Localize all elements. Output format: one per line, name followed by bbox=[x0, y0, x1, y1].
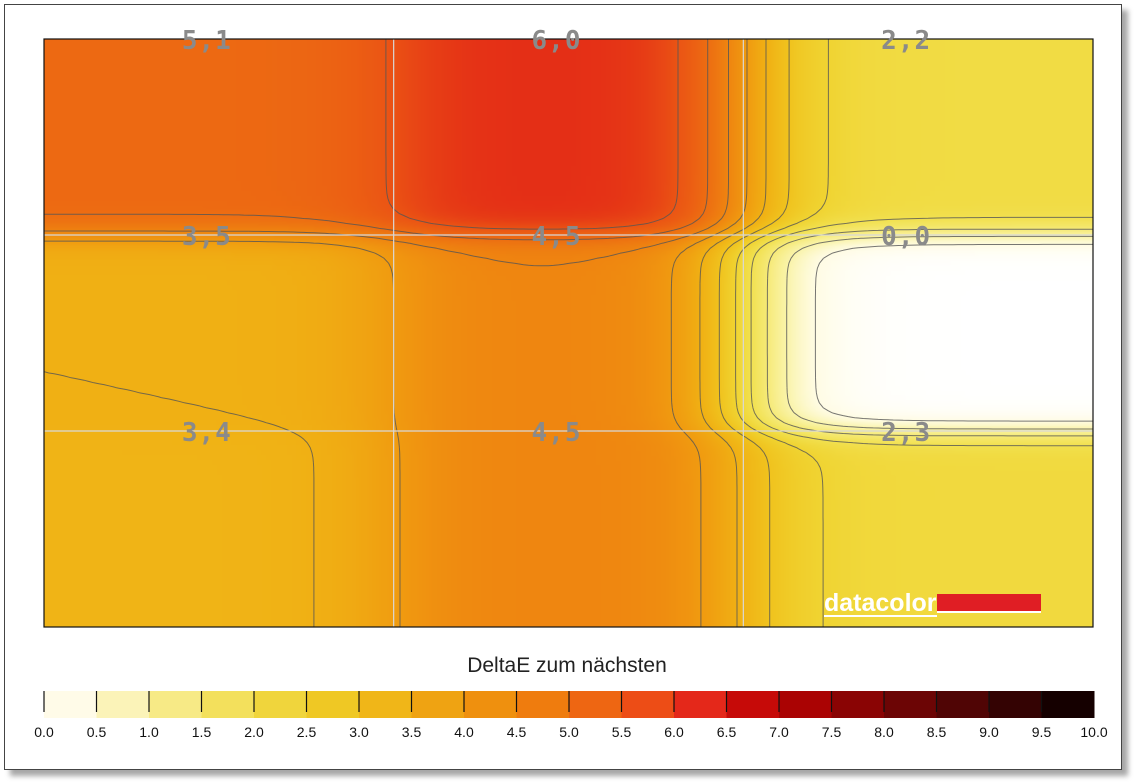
colorbar-tick-label: 3.5 bbox=[402, 724, 422, 740]
plot-border bbox=[43, 38, 1094, 628]
datacolor-logo: datacolor bbox=[824, 589, 1041, 617]
colorbar-segment bbox=[621, 691, 675, 718]
colorbar-tick-label: 8.5 bbox=[927, 724, 947, 740]
colorbar-segment bbox=[884, 691, 937, 718]
colorbar-tick-label: 2.5 bbox=[297, 724, 317, 740]
datacolor-logo-bar bbox=[936, 594, 1041, 613]
colorbar-tick-label: 2.0 bbox=[244, 724, 264, 740]
cell-value-label: 3,4 bbox=[182, 418, 232, 448]
cell-value-label: 0,0 bbox=[881, 222, 931, 252]
colorbar-segment bbox=[989, 691, 1042, 718]
colorbar-tick-label: 1.0 bbox=[139, 724, 159, 740]
colorbar-segment bbox=[149, 691, 202, 718]
colorbar-tick-label: 10.0 bbox=[1080, 724, 1107, 740]
heatmap-plot-area: 5,1 6,0 2,2 3,5 4,5 0,0 3,4 4,5 2,3 bbox=[43, 26, 1094, 628]
colorbar-tick-label: 1.5 bbox=[192, 724, 212, 740]
cell-value-label: 2,3 bbox=[881, 418, 931, 448]
contour-path bbox=[44, 39, 1093, 627]
colorbar-segment bbox=[254, 691, 307, 718]
colorbar-segment bbox=[201, 691, 255, 718]
datacolor-logo-text: datacolor bbox=[824, 589, 937, 617]
colorbar-segment bbox=[44, 691, 97, 718]
colorbar-tick-label: 0.0 bbox=[34, 724, 54, 740]
colorbar-segment bbox=[726, 691, 780, 718]
colorbar-segment bbox=[516, 691, 570, 718]
colorbar-tick-label: 6.5 bbox=[717, 724, 737, 740]
colorbar-tick-label: 6.0 bbox=[664, 724, 684, 740]
colorbar-segment bbox=[306, 691, 360, 718]
colorbar-segment bbox=[359, 691, 412, 718]
colorbar-tick-label: 5.0 bbox=[559, 724, 579, 740]
colorbar-tick-label: 7.0 bbox=[769, 724, 789, 740]
colorbar-tick-label: 4.0 bbox=[454, 724, 474, 740]
colorbar-tick-label: 3.0 bbox=[349, 724, 369, 740]
colorbar-tick-label: 9.5 bbox=[1032, 724, 1052, 740]
colorbar-tick-label: 4.5 bbox=[507, 724, 527, 740]
cell-value-label: 4,5 bbox=[532, 222, 582, 252]
colorbar-tick-label: 7.5 bbox=[822, 724, 842, 740]
colorbar-segment bbox=[411, 691, 465, 718]
colorbar-tick-label: 9.0 bbox=[979, 724, 999, 740]
cell-value-label: 5,1 bbox=[182, 26, 232, 56]
colorbar-title: DeltaE zum nächsten bbox=[467, 654, 667, 677]
colorbar-segment bbox=[936, 691, 990, 718]
colorbar-segment bbox=[464, 691, 517, 718]
cell-value-label: 2,2 bbox=[881, 26, 931, 56]
heatmap-raster bbox=[44, 39, 1093, 627]
colorbar-segment bbox=[779, 691, 832, 718]
colorbar-tick-label: 5.5 bbox=[612, 724, 632, 740]
contour-lines bbox=[44, 39, 1093, 627]
colorbar: 0.0 0.5 1.0 1.5 2.0 2.5 3.0 3.5 4.0 4.5 5.0 5.5 6.0 6… bbox=[34, 691, 1108, 740]
cell-value-label: 3,5 bbox=[182, 222, 232, 252]
cell-value-label: 6,0 bbox=[532, 26, 582, 56]
colorbar-segment bbox=[96, 691, 150, 718]
colorbar-segment bbox=[1041, 691, 1095, 718]
colorbar-tick-label: 0.5 bbox=[87, 724, 107, 740]
cell-value-label: 4,5 bbox=[532, 418, 582, 448]
colorbar-segment bbox=[831, 691, 885, 718]
colorbar-tick-label: 8.0 bbox=[874, 724, 894, 740]
colorbar-segment bbox=[569, 691, 622, 718]
colorbar-segment bbox=[674, 691, 727, 718]
